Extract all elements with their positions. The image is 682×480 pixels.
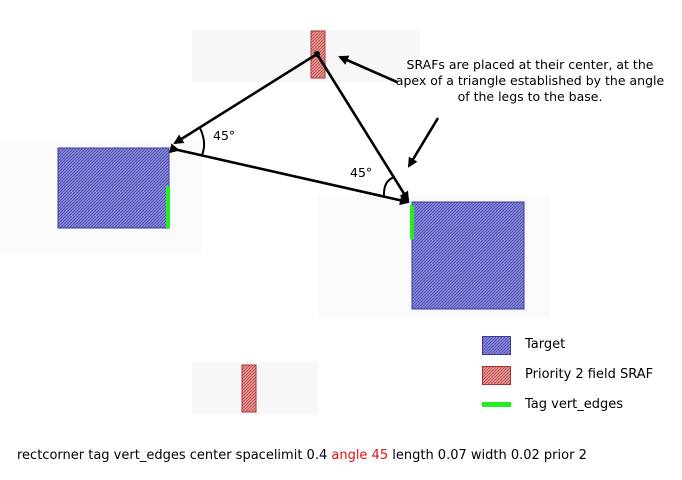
right-angle-arc xyxy=(382,176,396,198)
command-line: rectcorner tag vert_edges center spaceli… xyxy=(17,448,587,463)
left-target xyxy=(57,147,170,229)
top-sraf-halo xyxy=(192,30,420,82)
right-angle-label: 45° xyxy=(350,165,372,180)
annotation-arrow-bottom xyxy=(407,117,440,168)
annotation-text: SRAFs are placed at their center, at the… xyxy=(395,57,665,104)
legend-sraf-swatch xyxy=(482,366,511,385)
legend-tag-label: Tag vert_edges xyxy=(525,397,624,412)
left-tag-edge xyxy=(166,186,170,228)
legend-sraf-label: Priority 2 field SRAF xyxy=(525,367,654,382)
legend-target-swatch xyxy=(482,336,511,355)
command-highlight: angle 45 xyxy=(331,448,389,463)
annotation-arrow-top xyxy=(338,55,398,84)
bottom-sraf xyxy=(241,364,257,413)
sraf-center-dot xyxy=(314,51,320,57)
command-after: length 0.07 width 0.02 prior 2 xyxy=(388,448,587,463)
right-target xyxy=(411,201,525,310)
legend-target-label: Target xyxy=(525,337,566,352)
legend-tag-swatch xyxy=(482,402,511,407)
base-arrow xyxy=(169,143,410,206)
command-before: rectcorner tag vert_edges center spaceli… xyxy=(17,448,332,463)
left-angle-label: 45° xyxy=(213,128,235,143)
left-leg-arrow xyxy=(173,52,318,145)
right-tag-edge xyxy=(410,205,414,239)
left-angle-arc xyxy=(199,127,206,156)
